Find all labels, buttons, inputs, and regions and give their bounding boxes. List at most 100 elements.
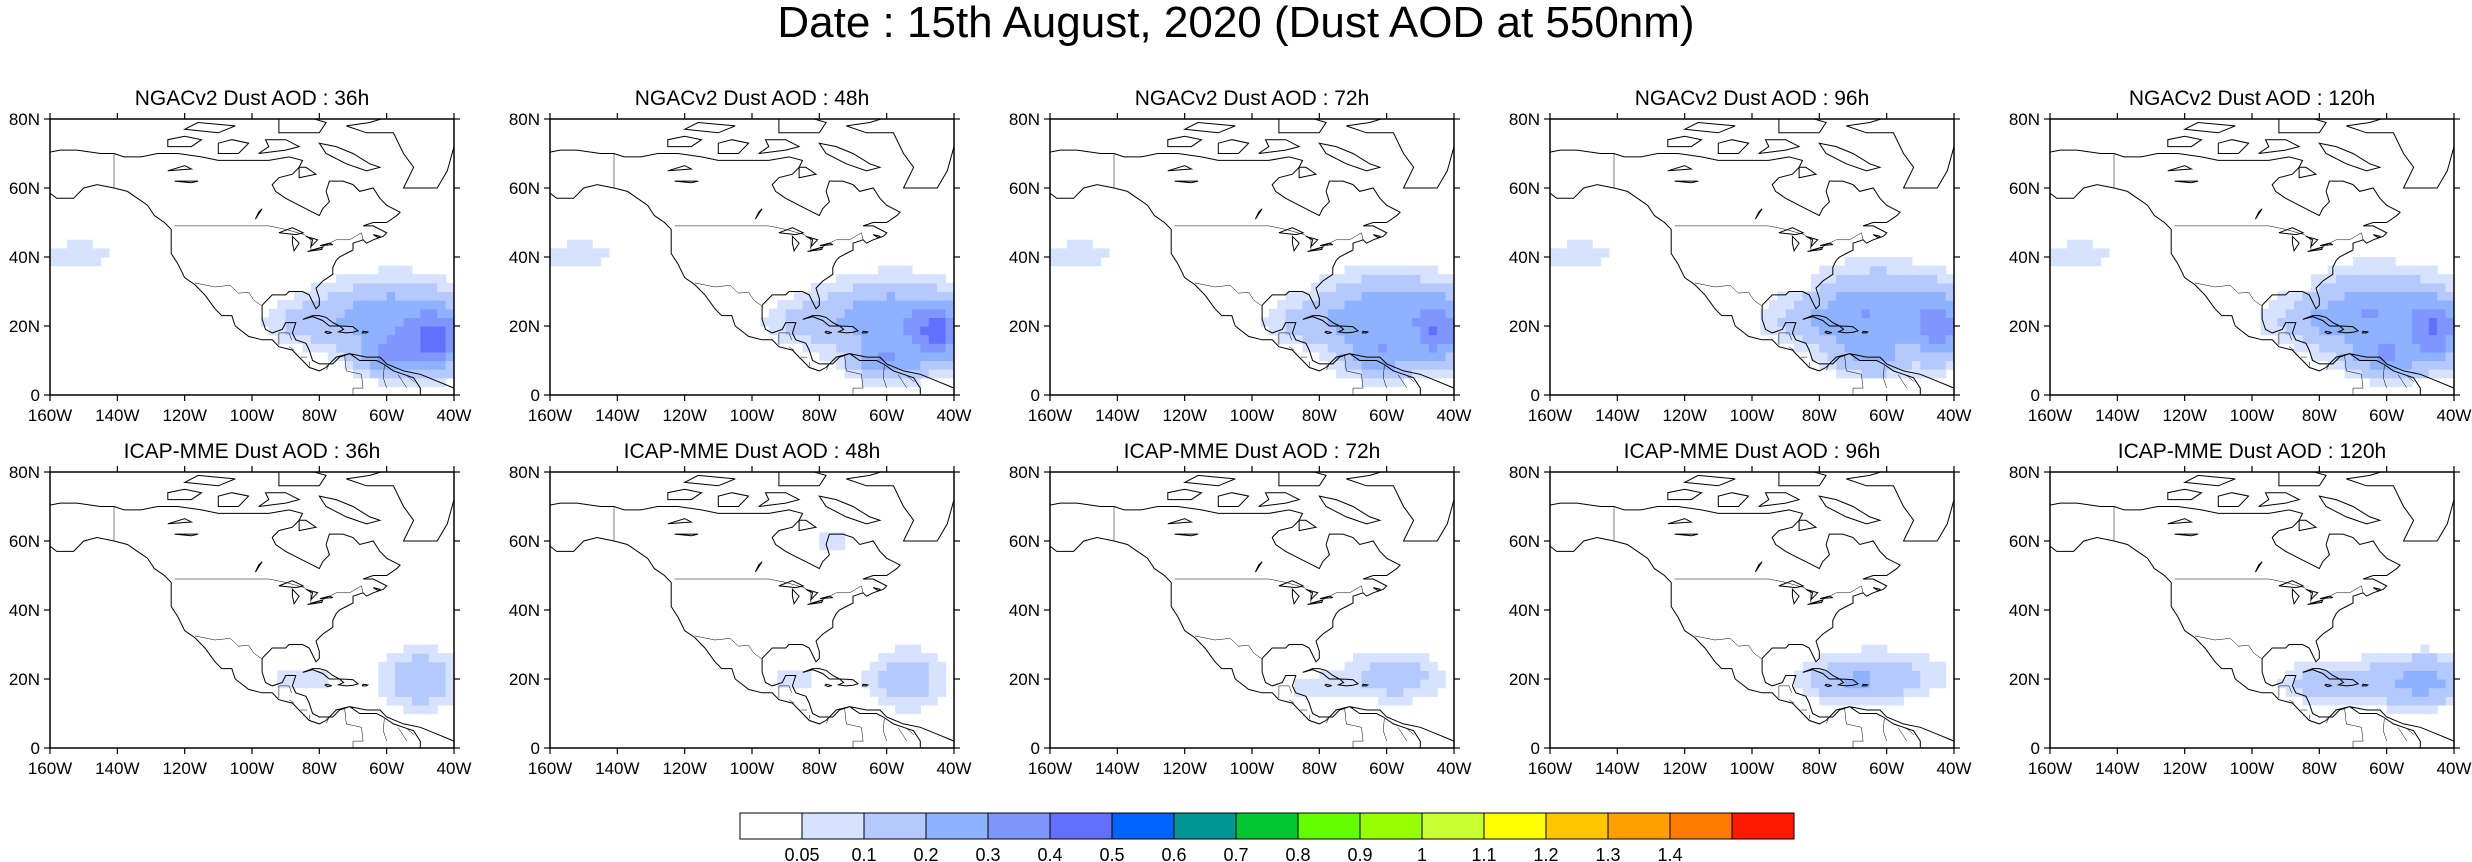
aod-cell	[2445, 334, 2454, 344]
aod-cell	[2386, 326, 2396, 336]
aod-cell	[810, 326, 820, 336]
aod-cell	[1827, 300, 1837, 310]
aod-cell	[1083, 248, 1093, 258]
aod-cell	[928, 369, 938, 379]
aod-cell	[878, 369, 888, 379]
aod-cell	[378, 661, 388, 671]
aod-cell	[2369, 308, 2379, 318]
aod-cell	[1895, 300, 1905, 310]
aod-cell	[411, 679, 421, 689]
aod-cell	[2268, 300, 2278, 310]
aod-cell	[2437, 369, 2447, 379]
aod-cell	[1369, 308, 1379, 318]
aod-cell	[903, 661, 913, 671]
aod-cell	[819, 300, 829, 310]
aod-cell	[928, 343, 938, 353]
aod-cell	[2403, 687, 2413, 697]
aod-cell	[319, 326, 329, 336]
lat-tick-label: 20N	[1009, 317, 1040, 336]
aod-cell	[2395, 704, 2405, 715]
aod-cell	[1344, 670, 1354, 680]
aod-cell	[1575, 257, 1585, 267]
coastlines	[1550, 119, 1954, 395]
aod-cell	[1437, 351, 1447, 362]
aod-cell	[420, 300, 430, 310]
aod-cell	[1827, 291, 1837, 301]
aod-cell	[428, 679, 438, 689]
aod-cell	[2260, 308, 2270, 318]
aod-cell	[777, 317, 787, 327]
aod-cell	[353, 317, 363, 327]
colorbar-swatch	[1049, 812, 1113, 840]
aod-cell	[810, 343, 820, 353]
aod-cell	[1277, 326, 1287, 336]
aod-cell	[2411, 291, 2421, 301]
aod-cell	[844, 360, 854, 370]
aod-cell	[403, 687, 413, 697]
aod-cell	[1378, 343, 1388, 353]
aod-cell	[378, 377, 388, 387]
aod-cell	[2285, 291, 2295, 301]
aod-cell	[911, 274, 921, 284]
aod-cell	[903, 317, 913, 327]
aod-cell	[1445, 326, 1454, 336]
aod-cell	[1445, 308, 1454, 318]
aod-cell	[895, 326, 905, 336]
aod-cell	[1886, 317, 1896, 327]
aod-cell	[1911, 343, 1921, 353]
aod-cell	[319, 300, 329, 310]
aod-cell	[369, 351, 379, 362]
lon-tick-label: 120W	[2162, 759, 2206, 778]
aod-cell	[1310, 334, 1320, 344]
aod-cell	[2319, 274, 2329, 284]
aod-cell	[1886, 257, 1896, 267]
aod-cell	[294, 300, 304, 310]
political-borders	[1113, 506, 1415, 748]
aod-cell	[66, 257, 76, 267]
aod-cell	[853, 274, 863, 284]
aod-cell	[361, 317, 371, 327]
aod-cell	[1928, 679, 1938, 689]
aod-cell	[920, 670, 930, 680]
aod-cell	[550, 257, 560, 267]
aod-cell	[1420, 670, 1430, 680]
aod-cell	[2445, 326, 2454, 336]
aod-cell	[344, 274, 354, 284]
aod-cell	[395, 265, 405, 275]
aod-cell	[1937, 282, 1947, 293]
aod-cell	[336, 317, 346, 327]
aod-cell	[2403, 351, 2413, 362]
aod-cell	[1327, 360, 1337, 370]
aod-cell	[2420, 704, 2430, 715]
aod-cell	[386, 274, 396, 284]
aod-cell	[1558, 257, 1568, 267]
aod-cell	[302, 308, 312, 318]
aod-cell	[344, 326, 354, 336]
aod-cell	[1768, 300, 1778, 310]
panel-title: ICAP-MME Dust AOD : 48h	[624, 440, 881, 463]
aod-cell	[911, 704, 921, 715]
aod-cell	[911, 334, 921, 344]
lat-tick-label: 0	[531, 386, 540, 405]
aod-cell	[285, 317, 295, 327]
aod-cell	[50, 248, 60, 258]
aod-cell	[869, 377, 879, 387]
aod-cell	[869, 334, 879, 344]
aod-cell	[1861, 644, 1871, 654]
aod-cell	[777, 300, 787, 310]
aod-cell	[428, 282, 438, 293]
aod-cell	[1361, 360, 1371, 370]
lon-tick-label: 60W	[2369, 759, 2404, 778]
aod-cell	[437, 377, 447, 387]
aod-cell	[353, 369, 363, 379]
aod-cell	[911, 282, 921, 293]
aod-cell	[785, 679, 795, 689]
aod-cell	[2386, 377, 2396, 387]
aod-cell	[2411, 300, 2421, 310]
aod-cell	[1361, 308, 1371, 318]
aod-cell	[2403, 661, 2413, 671]
aod-cell	[2066, 248, 2076, 258]
aod-cell	[285, 670, 295, 680]
aod-cell	[2395, 360, 2405, 370]
aod-cell	[1928, 282, 1938, 293]
